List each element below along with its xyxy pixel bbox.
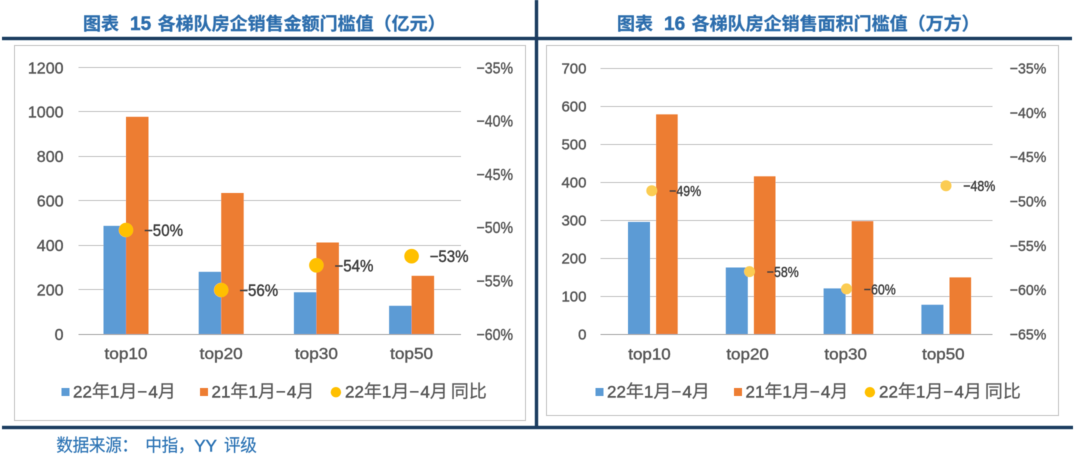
svg-text:−50%: −50% [144,222,183,240]
svg-text:−: − [810,383,820,402]
svg-text:100: 100 [561,289,586,306]
svg-text:4: 4 [821,383,830,402]
svg-text:−: − [671,383,681,402]
svg-text:−60%: −60% [477,327,514,344]
svg-text:−: − [943,383,953,402]
svg-text:−35%: −35% [477,60,514,77]
svg-text:1: 1 [382,383,391,402]
svg-text:−55%: −55% [477,274,514,291]
svg-text:−55%: −55% [1010,238,1047,255]
svg-text:700: 700 [561,61,586,78]
svg-text:−40%: −40% [477,114,514,131]
svg-text:4: 4 [148,383,157,402]
svg-text:1: 1 [916,383,925,402]
svg-text:−54%: −54% [334,257,373,275]
svg-text:400: 400 [561,175,586,192]
svg-text:−40%: −40% [1010,105,1047,122]
svg-text:top30: top30 [824,347,867,364]
svg-text:−50%: −50% [477,220,514,237]
svg-text:−45%: −45% [477,167,514,184]
svg-text:−: − [276,383,286,402]
svg-text:4: 4 [287,383,296,402]
svg-text:600: 600 [37,194,64,211]
svg-text:−50%: −50% [1010,194,1047,211]
svg-text:22: 22 [607,383,626,402]
svg-text:−35%: −35% [1010,61,1047,78]
svg-text:200: 200 [37,282,64,299]
svg-text:top30: top30 [295,346,338,363]
svg-text:500: 500 [561,137,586,154]
svg-text:1000: 1000 [28,105,64,122]
svg-text:200: 200 [561,251,586,268]
svg-text:top50: top50 [390,346,433,363]
svg-text:top10: top10 [628,347,671,364]
svg-text:1: 1 [248,383,257,402]
svg-text:YY: YY [194,437,217,456]
svg-text:1: 1 [644,383,653,402]
svg-text:−53%: −53% [430,248,469,266]
svg-text:−45%: −45% [1010,149,1047,166]
svg-text:−49%: −49% [669,183,701,200]
svg-text:−65%: −65% [1010,327,1047,344]
svg-text:800: 800 [37,149,64,166]
svg-text:1: 1 [782,383,791,402]
svg-text:−: − [137,383,147,402]
svg-text:21: 21 [212,383,231,402]
svg-text:4: 4 [954,383,963,402]
svg-text:−60%: −60% [864,281,896,298]
svg-text:300: 300 [561,213,586,230]
svg-text:−60%: −60% [1010,282,1047,299]
svg-text:−56%: −56% [239,282,278,300]
svg-text:21: 21 [746,383,765,402]
svg-text:top50: top50 [922,347,965,364]
svg-text:−58%: −58% [767,264,799,281]
svg-text:22: 22 [73,383,92,402]
svg-text:15: 15 [130,14,152,35]
svg-text:0: 0 [55,327,64,344]
svg-text:22: 22 [345,383,364,402]
svg-text:400: 400 [37,238,64,255]
svg-text:−48%: −48% [963,178,995,195]
svg-text:16: 16 [664,14,685,35]
svg-text:top20: top20 [726,347,769,364]
svg-text:top10: top10 [105,346,148,363]
svg-text:1: 1 [110,383,119,402]
svg-text:top20: top20 [200,346,243,363]
svg-text:4: 4 [682,383,691,402]
svg-text:0: 0 [578,327,586,344]
svg-text:22: 22 [879,383,898,402]
svg-text:1200: 1200 [28,60,64,77]
svg-text:4: 4 [420,383,429,402]
svg-text:−: − [409,383,419,402]
svg-text:600: 600 [561,99,586,116]
